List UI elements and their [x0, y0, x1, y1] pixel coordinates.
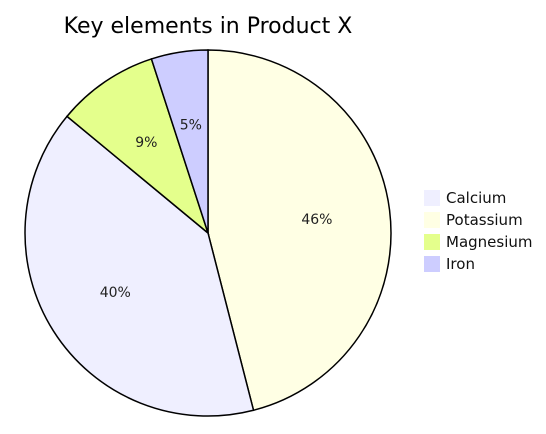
- pie-slice-iron: [150, 49, 209, 234]
- pie-slice-calcium: [24, 115, 255, 417]
- chart-title: Key elements in Product X: [64, 14, 353, 39]
- legend-swatch-magnesium: [424, 234, 440, 250]
- slice-label-potassium: 46%: [301, 212, 332, 228]
- legend-label-iron: Iron: [446, 255, 475, 273]
- slice-label-calcium: 40%: [100, 285, 131, 301]
- legend-swatch-potassium: [424, 212, 440, 228]
- slice-label-magnesium: 9%: [135, 135, 157, 151]
- legend-label-calcium: Calcium: [446, 189, 506, 207]
- pie-slice-magnesium: [65, 58, 210, 236]
- pie-slices: [24, 49, 392, 417]
- legend-swatch-iron: [424, 256, 440, 272]
- legend-swatch-calcium: [424, 190, 440, 206]
- legend-label-magnesium: Magnesium: [446, 233, 533, 251]
- chart-legend: Calcium Potassium Magnesium Iron: [424, 189, 533, 273]
- slice-label-iron: 5%: [180, 118, 202, 134]
- legend-label-potassium: Potassium: [446, 211, 523, 229]
- pie-slice-labels: 46% 40% 9% 5%: [100, 118, 333, 301]
- pie-slice-potassium: [207, 49, 392, 412]
